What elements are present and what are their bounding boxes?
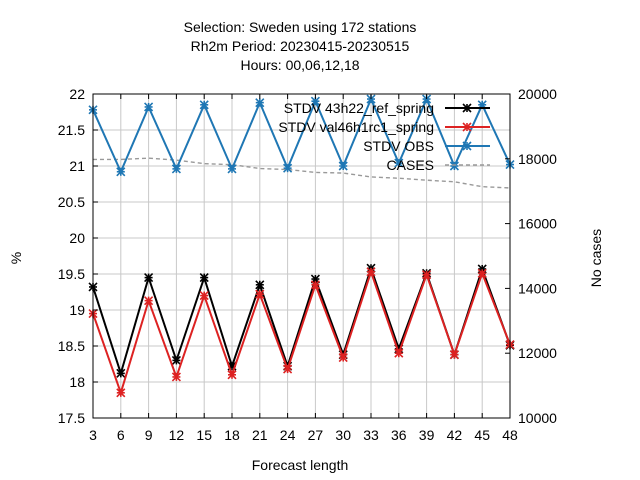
data-point-obs	[227, 164, 237, 174]
y2-tick-label: 20000	[518, 86, 557, 102]
x-tick-label: 27	[308, 427, 324, 443]
data-point-obs	[255, 98, 265, 108]
chart-title-line-2: Rh2m Period: 20230415-20230515	[191, 38, 410, 54]
legend-label-ref: STDV 43h22_ref_spring	[284, 100, 434, 116]
data-point-obs	[283, 163, 293, 173]
legend-marker-val	[462, 122, 472, 132]
series-ref	[88, 263, 515, 378]
legend-marker-obs	[462, 141, 472, 151]
x-tick-label: 6	[117, 427, 125, 443]
y-tick-label: 18	[69, 374, 85, 390]
data-point-val	[199, 291, 209, 301]
data-point-ref	[171, 355, 181, 365]
x-tick-label: 39	[419, 427, 435, 443]
data-point-val	[366, 267, 376, 277]
y2-axis-label: No cases	[588, 229, 604, 287]
data-point-obs	[199, 100, 209, 110]
x-tick-label: 42	[447, 427, 463, 443]
data-point-val	[144, 296, 154, 306]
y-tick-label: 17.5	[58, 410, 85, 426]
y-axis-label: %	[8, 252, 24, 264]
series-line-obs	[92, 96, 511, 175]
y2-tick-label: 18000	[518, 151, 557, 167]
legend-label-val: STDV val46h1rc1_spring	[278, 119, 434, 135]
data-point-obs	[422, 94, 432, 104]
data-point-val	[227, 370, 237, 380]
data-point-val	[310, 280, 320, 290]
grid	[92, 93, 511, 419]
x-tick-label: 48	[502, 427, 518, 443]
x-tick-label: 30	[335, 427, 351, 443]
legend: STDV 43h22_ref_spring STDV val46h1rc1_spr…	[278, 100, 490, 173]
x-tick-label: 9	[145, 427, 153, 443]
x-tick-label: 18	[224, 427, 240, 443]
data-point-val	[477, 268, 487, 278]
y-tick-label: 18.5	[58, 338, 85, 354]
x-tick-label: 45	[474, 427, 490, 443]
y-tick-label: 20.5	[58, 194, 85, 210]
y2-axis: 10000 12000 14000 16000 18000 20000	[505, 86, 557, 426]
x-tick-label: 33	[363, 427, 379, 443]
legend-label-obs: STDV OBS	[363, 138, 434, 154]
data-point-ref	[144, 273, 154, 283]
data-point-val	[422, 270, 432, 280]
x-tick-label: 15	[196, 427, 212, 443]
legend-label-cases: CASES	[387, 157, 434, 173]
data-point-val	[255, 289, 265, 299]
data-point-ref	[255, 280, 265, 290]
y-tick-label: 19	[69, 302, 85, 318]
x-axis-label: Forecast length	[252, 457, 349, 473]
legend-marker-ref	[462, 103, 472, 113]
data-point-obs	[116, 167, 126, 177]
series-line-val	[92, 268, 511, 397]
y2-tick-label: 12000	[518, 345, 557, 361]
x-tick-label: 24	[280, 427, 296, 443]
x-tick-label: 21	[252, 427, 268, 443]
data-point-val	[449, 350, 459, 360]
y-tick-label: 22	[69, 86, 85, 102]
data-point-obs	[338, 161, 348, 171]
data-point-val	[171, 372, 181, 382]
x-tick-label: 12	[169, 427, 185, 443]
x-tick-label: 36	[391, 427, 407, 443]
plot-frame	[92, 93, 511, 419]
data-point-val	[338, 352, 348, 363]
x-tick-label: 3	[89, 427, 97, 443]
y-tick-label: 21.5	[58, 122, 85, 138]
y-axis: 17.5 18 18.5 19 19.5 20 20.5 21 21.5 22	[58, 86, 98, 426]
y-tick-label: 21	[69, 158, 85, 174]
y-tick-label: 20	[69, 230, 85, 246]
y2-tick-label: 10000	[518, 410, 557, 426]
chart-title-line-1: Selection: Sweden using 172 stations	[184, 19, 417, 35]
series-line-cases	[93, 157, 511, 189]
y2-tick-label: 16000	[518, 216, 557, 232]
series-cases	[93, 157, 511, 189]
data-point-ref	[199, 273, 209, 283]
data-point-ref	[116, 368, 126, 378]
y2-tick-label: 14000	[518, 280, 557, 296]
y-tick-label: 19.5	[58, 266, 85, 282]
chart-title-line-3: Hours: 00,06,12,18	[240, 57, 359, 73]
data-point-obs	[144, 102, 154, 112]
data-point-obs	[171, 164, 181, 174]
x-axis: 3 6 9 12 15 18 21 24 27 30 33 36 39 42 45 48	[89, 94, 518, 443]
data-point-obs	[394, 158, 404, 168]
data-point-val	[283, 364, 293, 374]
series-layer	[88, 94, 515, 398]
data-point-val	[394, 348, 404, 358]
data-point-obs	[449, 161, 459, 171]
data-point-val	[116, 388, 126, 398]
